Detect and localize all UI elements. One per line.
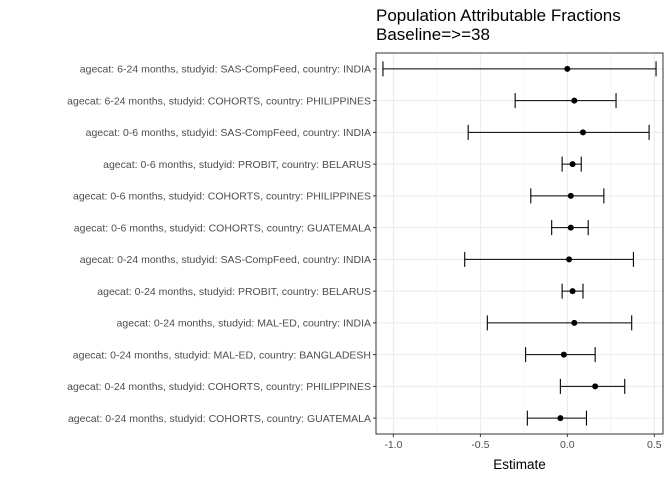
estimate-point (592, 383, 599, 390)
chart-subtitle: Baseline=>=38 (376, 25, 490, 44)
row-label: agecat: 0-24 months, studyid: SAS-CompFe… (80, 254, 371, 266)
panel-border (375, 52, 664, 435)
row-label: agecat: 0-6 months, studyid: PROBIT, cou… (103, 159, 371, 171)
row-label: agecat: 0-24 months, studyid: COHORTS, c… (67, 381, 371, 393)
row-label: agecat: 0-24 months, studyid: COHORTS, c… (68, 413, 371, 425)
row-label: agecat: 0-24 months, studyid: MAL-ED, co… (117, 318, 371, 330)
estimate-point (566, 256, 573, 263)
chart-title: Population Attributable Fractions (376, 6, 621, 25)
plot-panel (376, 53, 663, 434)
row-label: agecat: 0-6 months, studyid: COHORTS, co… (74, 222, 371, 234)
row-label: agecat: 6-24 months, studyid: SAS-CompFe… (80, 64, 371, 76)
estimate-point (579, 129, 586, 136)
estimate-point (567, 192, 574, 199)
marks (382, 61, 657, 426)
x-axis: -1.0 -0.5 0.0 0.5 (384, 434, 662, 451)
estimate-point (569, 288, 576, 295)
estimate-point (560, 351, 567, 358)
estimate-point (567, 224, 574, 231)
estimate-point (571, 319, 578, 326)
row-label: agecat: 6-24 months, studyid: COHORTS, c… (67, 95, 371, 107)
x-tick-label: 0.0 (560, 439, 575, 451)
estimate-point (564, 65, 571, 72)
estimate-point (571, 97, 578, 104)
row-label: agecat: 0-24 months, studyid: MAL-ED, co… (73, 349, 371, 361)
row-label: agecat: 0-6 months, studyid: SAS-CompFee… (86, 127, 371, 139)
row-label: agecat: 0-24 months, studyid: PROBIT, co… (97, 286, 371, 298)
y-axis: agecat: 6-24 months, studyid: SAS-CompFe… (67, 64, 376, 425)
x-tick-label: -0.5 (471, 439, 489, 451)
estimate-point (569, 161, 576, 168)
x-axis-title: Estimate (493, 457, 546, 472)
row-label: agecat: 0-6 months, studyid: COHORTS, co… (73, 191, 371, 203)
estimate-point (557, 415, 564, 422)
x-tick-label: -1.0 (384, 439, 402, 451)
x-tick-label: 0.5 (647, 439, 662, 451)
